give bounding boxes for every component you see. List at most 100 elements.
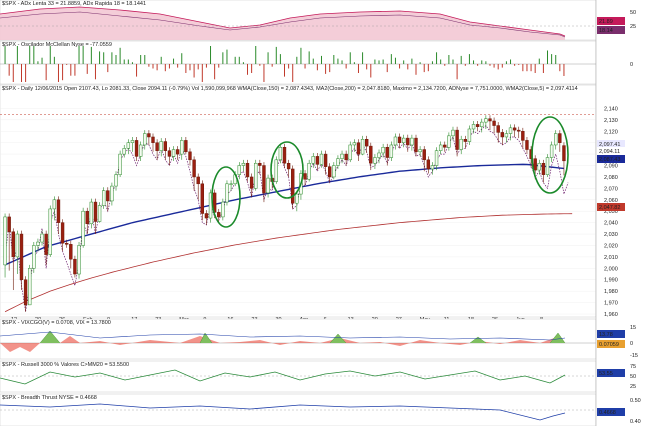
- candle-body: [377, 152, 381, 158]
- candle-body: [217, 212, 221, 218]
- price-flag-ma200-bg: [597, 203, 625, 211]
- vix-tick: -15: [630, 353, 638, 359]
- price-tick-label: 2,140: [604, 106, 618, 112]
- adx-tick: 25: [630, 24, 636, 30]
- candle-body: [254, 162, 258, 189]
- candle-body: [504, 133, 509, 138]
- candle-body: [241, 162, 246, 166]
- price-tick-label: 1,980: [604, 289, 618, 295]
- candle-body: [134, 140, 139, 157]
- candle-body: [471, 124, 476, 130]
- candle-body: [533, 158, 537, 171]
- vix-red-area: [0, 336, 565, 352]
- right-scale-bg: [596, 0, 650, 426]
- vix-line: [0, 331, 566, 341]
- candle-body: [475, 124, 480, 127]
- candle-body: [175, 149, 180, 155]
- russell-panel-frame: [0, 360, 597, 393]
- candle-body: [110, 185, 114, 202]
- breadth-panel: [0, 393, 597, 426]
- candle-body: [188, 151, 192, 161]
- adx-panel: [0, 0, 597, 41]
- candle-body: [307, 162, 311, 180]
- russell-flag-bg: [597, 369, 625, 377]
- candle-body: [323, 153, 328, 167]
- candle-body: [48, 208, 52, 255]
- candle-body: [36, 241, 40, 246]
- russell-flag: 53.55: [599, 371, 613, 377]
- candle-body: [19, 233, 24, 280]
- candle-body: [340, 153, 344, 159]
- candle-body: [541, 162, 546, 175]
- candle-body: [52, 199, 57, 210]
- vix-panel-frame: [0, 318, 597, 360]
- candle-body: [147, 133, 151, 138]
- vix-flag-cgo: 0.07059: [599, 342, 619, 348]
- candle-body: [171, 149, 176, 157]
- candle-body: [7, 216, 11, 233]
- annotation-ellipse-2: [270, 141, 304, 199]
- candle-body: [23, 279, 28, 306]
- candle-body: [249, 176, 254, 189]
- candle-body: [422, 149, 426, 161]
- candle-body: [122, 148, 126, 155]
- candle-body: [229, 183, 233, 185]
- candle-body: [360, 139, 365, 155]
- candle-body: [3, 216, 7, 266]
- candle-body: [237, 165, 241, 175]
- price-flag-wma5-bg: [597, 140, 625, 148]
- candle-body: [537, 162, 541, 171]
- price-flag-ma200: 2,047.82: [599, 205, 620, 211]
- candle-body: [508, 127, 513, 134]
- candle-body: [443, 144, 447, 148]
- candle-body: [311, 156, 315, 164]
- price-flag-wma150: 2,087.43: [599, 157, 620, 163]
- price-tick-label: 1,960: [604, 312, 618, 318]
- candle-body: [356, 142, 361, 155]
- candle-body: [138, 144, 143, 157]
- adx-flag-fast: 18.14: [599, 28, 613, 34]
- price-tick-label: 2,050: [604, 209, 618, 215]
- candle-body: [200, 183, 204, 214]
- russell-panel: [0, 360, 597, 393]
- mcclellan-bars: [4, 46, 565, 82]
- candle-body: [155, 142, 159, 151]
- candle-body: [484, 118, 488, 123]
- series-line-2: [4, 125, 569, 312]
- vix-flag-vix-bg: [597, 330, 625, 338]
- russell-tick: 75: [630, 364, 636, 370]
- candle-body: [60, 222, 65, 244]
- candle-body: [274, 159, 278, 182]
- candle-body: [266, 177, 270, 194]
- price-tick-label: 2,000: [604, 266, 618, 272]
- candle-body: [348, 144, 352, 161]
- candle-body: [101, 190, 106, 206]
- right-scale: 1,960 1,970 1,980 1,990 2,000 2,010 2,020 2,030…: [595, 0, 650, 426]
- candle-body: [44, 233, 48, 255]
- candle-body: [295, 193, 299, 204]
- candle-body: [512, 127, 517, 131]
- candle-body: [151, 136, 155, 143]
- mcclellan-panel-title: $SPX - Oscilador McClellan Nyse = -77.05…: [2, 42, 112, 48]
- candle-body: [143, 133, 147, 146]
- russell-tick: 50: [630, 374, 636, 380]
- candle-body: [344, 153, 348, 161]
- mcclellan-tick: 0: [630, 62, 633, 68]
- candle-body: [381, 147, 385, 154]
- candle-body: [467, 128, 472, 142]
- price-tick-label: 2,010: [604, 255, 618, 261]
- candle-body: [93, 201, 98, 222]
- russell-tick: 25: [630, 384, 636, 390]
- candle-body: [69, 244, 73, 260]
- candle-body: [85, 210, 89, 225]
- candle-body: [65, 242, 69, 245]
- candle-body: [56, 199, 61, 223]
- price-tick-label: 2,070: [604, 186, 618, 192]
- candle-body: [315, 156, 320, 165]
- candle-body: [184, 140, 188, 153]
- adx-tick: 50: [630, 10, 636, 16]
- annotation-ellipse-3: [531, 116, 569, 194]
- price-tick-label: 2,130: [604, 118, 618, 124]
- russell-line: [0, 369, 566, 385]
